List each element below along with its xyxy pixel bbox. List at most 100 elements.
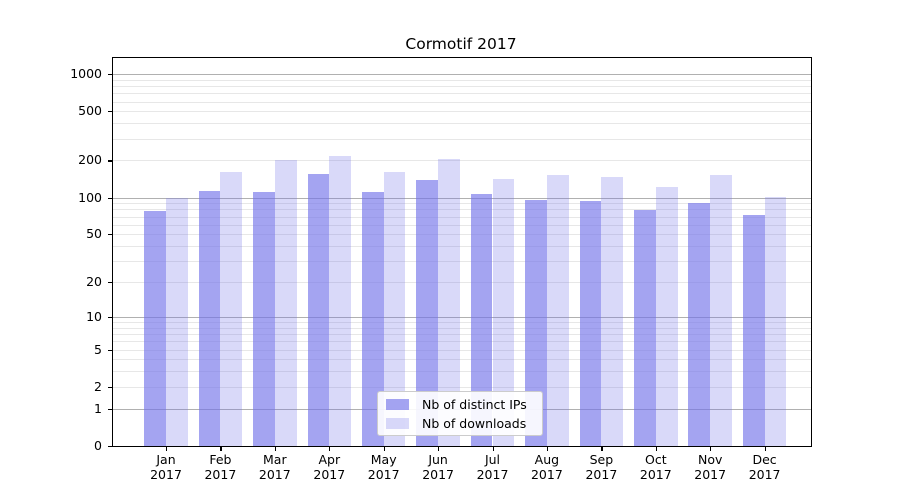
legend-item-downloads: Nb of downloads: [386, 415, 534, 431]
y-tick-label: 20: [86, 274, 102, 290]
bar-downloads-dec: [764, 197, 787, 446]
y-tick-mark: [108, 386, 113, 388]
bar-downloads-nov: [710, 174, 732, 446]
gridline-minor: [113, 334, 811, 335]
y-tick-mark: [108, 234, 113, 236]
bar-downloads-jun: [438, 158, 460, 446]
y-tick-mark: [108, 408, 113, 410]
gridline-minor: [113, 282, 811, 284]
legend-swatch-ips: [386, 398, 409, 410]
bar-downloads-jul: [492, 178, 515, 446]
bar-downloads-jan: [166, 197, 188, 446]
y-tick-label: 10: [86, 308, 102, 324]
x-tick-mark: [166, 447, 168, 451]
x-tick-label: Sep 2017: [585, 452, 618, 482]
bar-ips-jul: [470, 193, 493, 446]
gridline-minor: [113, 359, 811, 361]
legend-swatch-downloads: [386, 417, 409, 429]
gridline-major: [113, 74, 811, 75]
y-tick-label: 50: [86, 226, 102, 242]
y-tick-mark: [108, 349, 113, 351]
x-tick-mark: [220, 447, 222, 451]
bar-ips-mar: [253, 192, 275, 446]
bar-downloads-sep: [601, 176, 624, 446]
gridline-minor: [113, 371, 811, 373]
gridline-minor: [113, 111, 811, 113]
y-tick-mark: [108, 197, 113, 199]
y-tick-mark: [108, 111, 113, 113]
x-tick-label: Jan 2017: [150, 452, 182, 482]
gridline-minor: [113, 123, 811, 125]
gridline-major: [113, 197, 811, 199]
y-tick-mark: [108, 316, 113, 319]
x-tick-mark: [383, 447, 385, 451]
x-tick-mark: [655, 447, 657, 451]
gridline-minor: [113, 322, 811, 323]
chart-title: Cormotif 2017: [405, 35, 517, 53]
x-tick-mark: [329, 447, 331, 451]
y-tick-mark: [108, 74, 113, 76]
y-tick-mark: [108, 160, 113, 162]
bar-ips-oct: [634, 210, 656, 446]
bar-downloads-oct: [655, 187, 678, 446]
gridline-minor: [113, 386, 811, 388]
plot-area: [112, 57, 812, 447]
y-tick-mark: [108, 446, 113, 448]
y-tick-mark: [108, 282, 113, 284]
x-tick-mark: [601, 447, 603, 451]
bar-ips-jun: [416, 179, 439, 446]
bar-downloads-feb: [220, 171, 243, 446]
gridline-minor: [113, 341, 811, 343]
bar-ips-jan: [144, 210, 166, 446]
x-tick-mark: [546, 447, 549, 451]
bar-ips-may: [361, 191, 384, 446]
bar-ips-aug: [525, 199, 547, 446]
y-tick-label: 500: [78, 103, 102, 119]
gridline-minor: [113, 234, 811, 236]
gridline-minor: [113, 203, 811, 205]
legend-label-downloads: Nb of downloads: [422, 415, 527, 431]
legend-item-distinct-ips: Nb of distinct IPs: [386, 396, 534, 412]
gridline-minor: [113, 86, 811, 87]
y-tick-label: 5: [94, 341, 102, 357]
x-tick-mark: [274, 447, 276, 451]
y-tick-label: 0: [94, 438, 102, 453]
gridline-major: [113, 316, 811, 318]
bar-downloads-mar: [274, 160, 297, 446]
x-tick-mark: [710, 447, 712, 451]
bar-ips-sep: [579, 200, 602, 446]
x-tick-label: May 2017: [367, 452, 400, 482]
bar-ips-feb: [198, 191, 221, 446]
gridline-minor: [113, 261, 811, 263]
x-tick-mark: [438, 447, 440, 451]
y-tick-label: 100: [78, 189, 102, 205]
gridline-minor: [113, 349, 811, 351]
gridline-minor: [113, 224, 811, 226]
bar-downloads-aug: [546, 174, 569, 446]
x-tick-label: Nov 2017: [694, 452, 727, 482]
y-tick-label: 2: [94, 378, 102, 394]
gridline-minor: [113, 138, 811, 140]
y-tick-label: 200: [78, 152, 102, 168]
bar-downloads-may: [383, 172, 406, 446]
x-tick-label: Oct 2017: [639, 452, 672, 482]
legend-label-ips: Nb of distinct IPs: [422, 396, 527, 412]
x-tick-mark: [492, 447, 494, 451]
bar-ips-dec: [742, 215, 765, 446]
gridline-minor: [113, 216, 811, 218]
y-tick-label: 1: [94, 400, 102, 416]
gridline-minor: [113, 327, 811, 329]
gridline-minor: [113, 101, 811, 103]
x-tick-label: Apr 2017: [313, 452, 346, 482]
y-tick-label: 1000: [70, 66, 102, 81]
x-tick-label: Feb 2017: [204, 452, 237, 482]
x-tick-label: Mar 2017: [258, 452, 291, 482]
x-tick-mark: [764, 447, 766, 451]
x-tick-label: Jul 2017: [476, 452, 509, 482]
gridline-minor: [113, 209, 811, 211]
bar-ips-apr: [307, 174, 330, 446]
gridline-minor: [113, 160, 811, 162]
x-tick-label: Aug 2017: [530, 452, 563, 482]
bar-downloads-apr: [329, 155, 352, 446]
